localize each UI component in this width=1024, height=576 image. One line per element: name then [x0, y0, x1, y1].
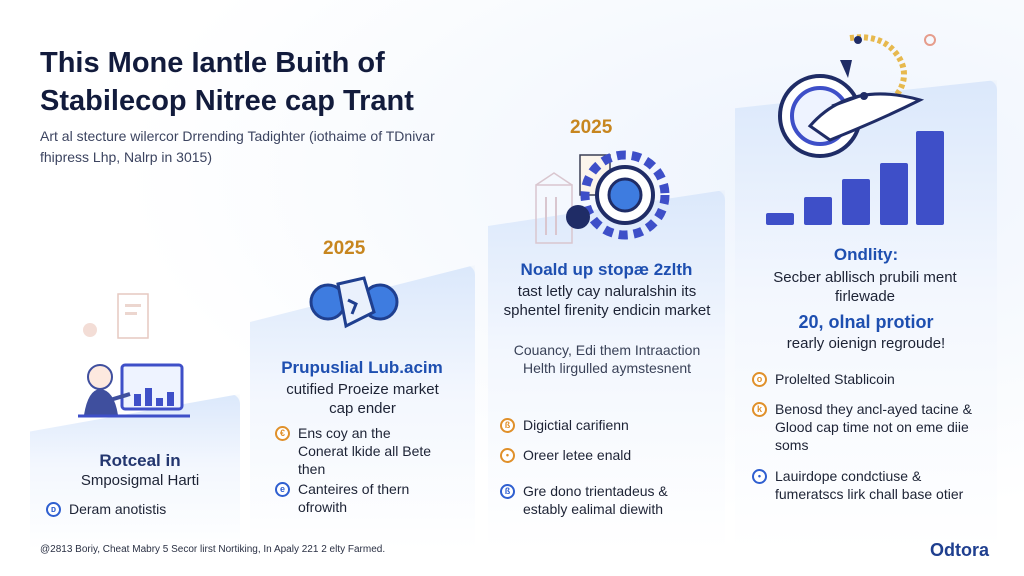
bullet-icon: e [275, 482, 290, 497]
panel-1-item-1-label: Deram anotistis [69, 501, 167, 517]
rocket-chart-icon [778, 34, 936, 158]
panel-4-body-2: rearly oienign regroude! [786, 335, 946, 352]
panel-3-heading: Noald up stopæ 2zlth [520, 260, 693, 279]
panel-3-item-3-label: Gre dono trientadeus & estably ealimal d… [523, 483, 668, 517]
panel-1-item-1: ᴅ Deram anotistis [46, 500, 236, 518]
panel-4-item-1: o Prolelted Stablicoin [752, 370, 987, 388]
panel-3-item-2: • Oreer letee enald [500, 446, 710, 464]
bullet-icon: ß [500, 418, 515, 433]
panel-3-item-1-label: Digictial carifienn [523, 417, 629, 433]
bullet-icon: ß [500, 484, 515, 499]
stage-panel-4 [735, 80, 997, 550]
panel-2-item-1: € Ens coy an the Conerat lkide all Bete … [275, 424, 435, 478]
page-subtitle: Art al stecture wilercor Drrending Tadig… [40, 128, 435, 165]
panel-4-item-3: • Lauirdope condctiuse & fumeratscs lirk… [752, 467, 987, 503]
panel-3-item-2-label: Oreer letee enald [523, 447, 632, 463]
panel-4-heading: Ondlity: [833, 245, 899, 264]
bullet-icon: € [275, 426, 290, 441]
panel-4-item-2: k Benosd they ancl-ayed tacine & Glood c… [752, 400, 987, 454]
bar-graphic [766, 213, 794, 225]
panel-2-item-2-label: Canteires of thern ofrowith [298, 481, 410, 515]
bullet-icon: o [752, 372, 767, 387]
bar-chart-graphic [766, 131, 944, 225]
bar-graphic [804, 197, 832, 225]
bar-graphic [842, 179, 870, 225]
panel-1-heading: Rotceal in [99, 451, 181, 470]
panel-2-body: cutified Proeize market cap ender [286, 381, 439, 417]
panel-2-heading: Prupuslial Lub.acim [281, 358, 443, 377]
panel-2-year: 2025 [323, 238, 366, 259]
panel-3-item-1: ß Digictial carifienn [500, 416, 710, 434]
panel-3-item-3: ß Gre dono trientadeus & estably ealimal… [500, 482, 715, 518]
panel-4-item-3-label: Lauirdope condctiuse & fumeratscs lirk c… [775, 468, 964, 502]
panel-4-item-1-label: Prolelted Stablicoin [775, 371, 895, 387]
gear-coin-icon [535, 150, 670, 244]
panel-4-heading-2: 20, olnal protior [798, 312, 934, 332]
bullet-icon: ᴅ [46, 502, 61, 517]
bullet-icon: • [752, 469, 767, 484]
bullet-icon: k [752, 402, 767, 417]
panel-4-item-2-label: Benosd they ancl-ayed tacine & Glood cap… [775, 401, 972, 453]
brand-logo: Odtora [930, 540, 990, 560]
bar-graphic [916, 131, 944, 225]
panel-1-body: Smposigmal Harti [80, 472, 200, 489]
bullet-icon: • [500, 448, 515, 463]
footer-text: @2813 Boriy, Cheat Mabry 5 Secor lirst N… [40, 544, 386, 555]
panel-2-item-2: e Canteires of thern ofrowith [275, 480, 440, 516]
panel-3-body: tast letly cay naluralshin its sphentel … [503, 283, 711, 319]
page-title: This Mone Iantle Buith of Stabilecop Nit… [40, 47, 414, 117]
stage-panel-3 [488, 190, 725, 550]
coin-hands-icon [309, 276, 399, 329]
panel-2-item-1-label: Ens coy an the Conerat lkide all Bete th… [298, 425, 432, 477]
person-at-desk-icon [78, 293, 190, 418]
panel-3-muted-text: Couancy, Edi them Intraaction Helth lirg… [513, 342, 701, 376]
bar-graphic [880, 163, 908, 225]
panel-4-body: Secber abllisch prubili ment firlewade [773, 269, 957, 305]
panel-3-year: 2025 [570, 117, 613, 138]
